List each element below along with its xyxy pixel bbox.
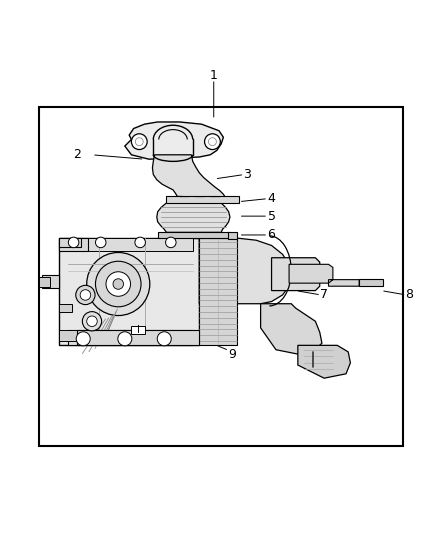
Polygon shape: [166, 197, 239, 203]
Polygon shape: [158, 232, 230, 238]
Polygon shape: [59, 304, 72, 312]
Circle shape: [87, 253, 150, 316]
Text: 7: 7: [320, 288, 328, 302]
Polygon shape: [59, 238, 88, 251]
Circle shape: [205, 134, 220, 150]
Polygon shape: [157, 203, 230, 232]
Polygon shape: [199, 238, 291, 304]
FancyBboxPatch shape: [39, 107, 403, 446]
Polygon shape: [131, 326, 145, 334]
Circle shape: [166, 237, 176, 248]
Polygon shape: [261, 304, 322, 354]
Circle shape: [131, 134, 147, 150]
Circle shape: [87, 316, 97, 327]
Text: 8: 8: [406, 288, 413, 302]
Circle shape: [113, 279, 124, 289]
Polygon shape: [42, 275, 59, 288]
Text: I: I: [137, 325, 139, 335]
Polygon shape: [298, 345, 350, 378]
Polygon shape: [68, 238, 193, 251]
Polygon shape: [272, 258, 320, 290]
Polygon shape: [125, 122, 223, 159]
Polygon shape: [199, 238, 237, 345]
Polygon shape: [59, 330, 79, 341]
Circle shape: [82, 312, 102, 331]
Polygon shape: [228, 232, 237, 239]
Polygon shape: [39, 277, 50, 287]
Text: 3: 3: [244, 168, 251, 181]
Circle shape: [106, 272, 131, 296]
Circle shape: [208, 138, 216, 146]
Circle shape: [157, 332, 171, 346]
Circle shape: [68, 237, 79, 248]
Text: 9: 9: [228, 348, 236, 361]
Circle shape: [95, 237, 106, 248]
Text: 2: 2: [73, 148, 81, 161]
Circle shape: [76, 332, 90, 346]
Text: 6: 6: [268, 229, 276, 241]
Polygon shape: [289, 264, 359, 286]
Text: 4: 4: [268, 192, 276, 205]
Polygon shape: [59, 238, 199, 345]
Circle shape: [95, 261, 141, 307]
Polygon shape: [59, 238, 81, 247]
Circle shape: [135, 237, 145, 248]
Polygon shape: [68, 330, 193, 345]
Polygon shape: [359, 279, 383, 286]
Circle shape: [135, 138, 143, 146]
Text: 5: 5: [268, 209, 276, 223]
Polygon shape: [77, 330, 199, 345]
Circle shape: [76, 285, 95, 304]
Text: 1: 1: [210, 69, 218, 83]
Circle shape: [80, 290, 91, 300]
Polygon shape: [152, 155, 226, 198]
Circle shape: [118, 332, 132, 346]
